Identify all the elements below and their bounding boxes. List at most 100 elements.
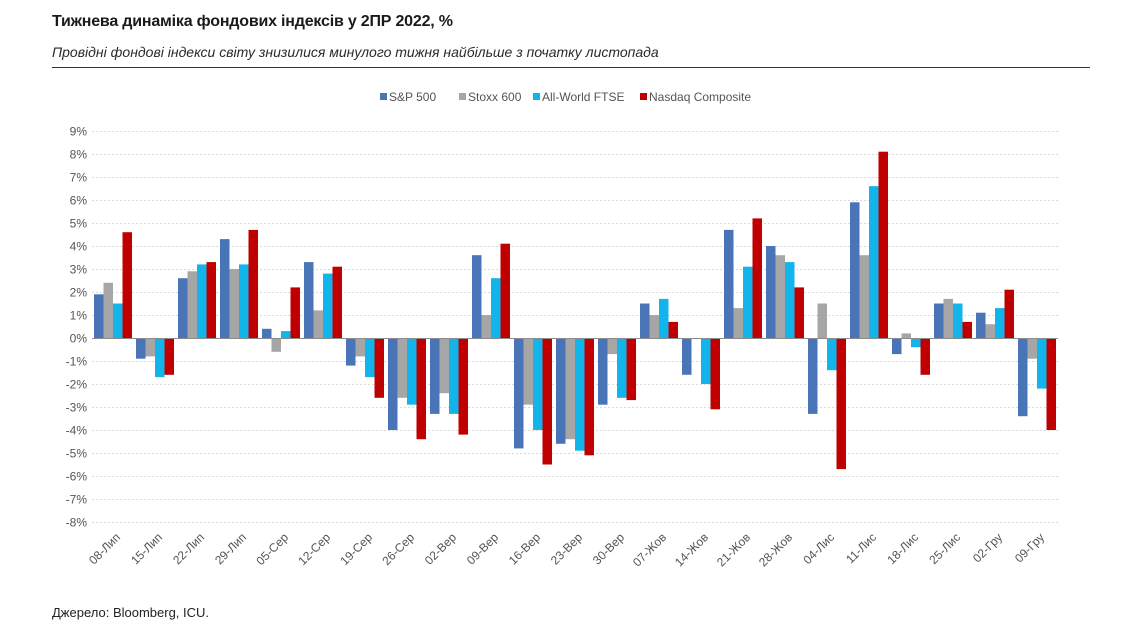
bar-s-p-500-16 bbox=[766, 246, 776, 338]
x-tick-label: 19-Сер bbox=[337, 530, 375, 568]
bar-s-p-500-6 bbox=[346, 338, 356, 366]
bar-nasdaq-composite-12 bbox=[626, 338, 636, 401]
legend-label: S&P 500 bbox=[389, 90, 436, 104]
bar-nasdaq-composite-11 bbox=[584, 338, 594, 456]
bar-nasdaq-composite-3 bbox=[248, 229, 258, 338]
bar-stoxx-600-17 bbox=[817, 303, 827, 338]
header-divider bbox=[52, 67, 1090, 68]
bar-nasdaq-composite-7 bbox=[416, 338, 426, 440]
bar-stoxx-600-10 bbox=[523, 338, 533, 405]
legend-label: Nasdaq Composite bbox=[649, 90, 751, 104]
bar-all-world-ftse-4 bbox=[281, 331, 291, 338]
bar-s-p-500-2 bbox=[178, 278, 188, 338]
bar-stoxx-600-1 bbox=[145, 338, 155, 357]
bar-nasdaq-composite-5 bbox=[332, 266, 342, 338]
x-tick-label: 04-Лис bbox=[800, 530, 837, 567]
bar-all-world-ftse-8 bbox=[449, 338, 459, 414]
bar-all-world-ftse-15 bbox=[743, 266, 753, 338]
y-tick-label: 7% bbox=[70, 171, 88, 185]
bar-s-p-500-1 bbox=[136, 338, 146, 359]
x-tick-label: 02-Гру bbox=[970, 530, 1005, 565]
bar-s-p-500-15 bbox=[724, 229, 734, 338]
y-tick-label: -3% bbox=[66, 401, 88, 415]
bar-s-p-500-14 bbox=[682, 338, 692, 375]
legend-swatch bbox=[533, 93, 540, 100]
bar-nasdaq-composite-2 bbox=[206, 262, 216, 338]
bar-all-world-ftse-10 bbox=[533, 338, 543, 430]
bar-s-p-500-22 bbox=[1018, 338, 1028, 417]
legend-item[interactable]: Stoxx 600 bbox=[459, 90, 522, 104]
x-tick-label: 05-Сер bbox=[253, 530, 291, 568]
bar-all-world-ftse-12 bbox=[617, 338, 627, 398]
bar-all-world-ftse-20 bbox=[953, 303, 963, 338]
y-tick-label: 9% bbox=[70, 125, 88, 139]
bar-all-world-ftse-14 bbox=[701, 338, 711, 384]
x-tick-label: 07-Жов bbox=[630, 530, 669, 569]
bar-all-world-ftse-19 bbox=[911, 338, 921, 348]
legend-swatch bbox=[640, 93, 647, 100]
x-tick-label: 12-Сер bbox=[295, 530, 333, 568]
legend-label: Stoxx 600 bbox=[468, 90, 522, 104]
bar-s-p-500-21 bbox=[976, 312, 986, 338]
bar-stoxx-600-13 bbox=[649, 315, 659, 338]
legend-item[interactable]: All-World FTSE bbox=[533, 90, 624, 104]
bar-stoxx-600-5 bbox=[313, 310, 323, 338]
bar-stoxx-600-21 bbox=[985, 324, 995, 338]
bar-s-p-500-20 bbox=[934, 303, 944, 338]
bar-all-world-ftse-18 bbox=[869, 186, 879, 338]
bar-s-p-500-12 bbox=[598, 338, 608, 405]
bar-nasdaq-composite-4 bbox=[290, 287, 300, 338]
bar-all-world-ftse-0 bbox=[113, 303, 123, 338]
bar-stoxx-600-11 bbox=[565, 338, 575, 440]
bar-stoxx-600-3 bbox=[229, 269, 239, 338]
bar-s-p-500-11 bbox=[556, 338, 566, 444]
y-tick-label: 6% bbox=[70, 194, 88, 208]
x-tick-label: 26-Сер bbox=[379, 530, 417, 568]
legend-item[interactable]: Nasdaq Composite bbox=[640, 90, 751, 104]
y-tick-label: 0% bbox=[70, 332, 88, 346]
bar-all-world-ftse-16 bbox=[785, 262, 795, 338]
bar-series-group bbox=[94, 151, 1056, 470]
bar-all-world-ftse-13 bbox=[659, 298, 669, 338]
bar-nasdaq-composite-21 bbox=[1004, 289, 1014, 338]
y-tick-label: 8% bbox=[70, 148, 88, 162]
bar-nasdaq-composite-9 bbox=[500, 243, 510, 338]
legend-item[interactable]: S&P 500 bbox=[380, 90, 436, 104]
bar-s-p-500-10 bbox=[514, 338, 524, 449]
bar-s-p-500-5 bbox=[304, 262, 314, 338]
bar-s-p-500-17 bbox=[808, 338, 818, 414]
bar-all-world-ftse-21 bbox=[995, 308, 1005, 338]
bar-s-p-500-0 bbox=[94, 294, 104, 338]
x-tick-label: 09-Вер bbox=[464, 530, 501, 567]
bar-nasdaq-composite-20 bbox=[962, 321, 972, 338]
bar-all-world-ftse-5 bbox=[323, 273, 333, 338]
bar-all-world-ftse-17 bbox=[827, 338, 837, 371]
bar-stoxx-600-22 bbox=[1027, 338, 1037, 359]
y-tick-label: 2% bbox=[70, 286, 88, 300]
bar-stoxx-600-18 bbox=[859, 255, 869, 338]
x-tick-label: 30-Вер bbox=[590, 530, 627, 567]
bar-all-world-ftse-6 bbox=[365, 338, 375, 378]
bar-stoxx-600-6 bbox=[355, 338, 365, 357]
bar-stoxx-600-9 bbox=[481, 315, 491, 338]
x-axis: 08-Лип 15-Лип 22-Лип 29-Лип 05-Сер 12-Сер 19-С… bbox=[86, 530, 1047, 569]
bar-all-world-ftse-2 bbox=[197, 264, 207, 338]
bar-nasdaq-composite-16 bbox=[794, 287, 804, 338]
bar-s-p-500-8 bbox=[430, 338, 440, 414]
legend[interactable]: S&P 500 Stoxx 600 All-World FTSE Nasdaq Com… bbox=[380, 90, 751, 104]
bar-nasdaq-composite-0 bbox=[122, 232, 132, 338]
bar-stoxx-600-16 bbox=[775, 255, 785, 338]
bar-all-world-ftse-7 bbox=[407, 338, 417, 405]
source-note: Джерело: Bloomberg, ICU. bbox=[52, 605, 210, 620]
bar-s-p-500-13 bbox=[640, 303, 650, 338]
bar-stoxx-600-19 bbox=[901, 333, 911, 338]
x-tick-label: 25-Лис bbox=[926, 530, 963, 567]
y-tick-label: 1% bbox=[70, 309, 88, 323]
y-tick-label: -6% bbox=[66, 470, 88, 484]
bar-s-p-500-4 bbox=[262, 328, 272, 338]
x-tick-label: 28-Жов bbox=[756, 530, 795, 569]
bar-stoxx-600-0 bbox=[103, 282, 113, 338]
bar-all-world-ftse-3 bbox=[239, 264, 249, 338]
y-tick-label: -8% bbox=[66, 516, 88, 530]
x-tick-label: 23-Вер bbox=[548, 530, 585, 567]
